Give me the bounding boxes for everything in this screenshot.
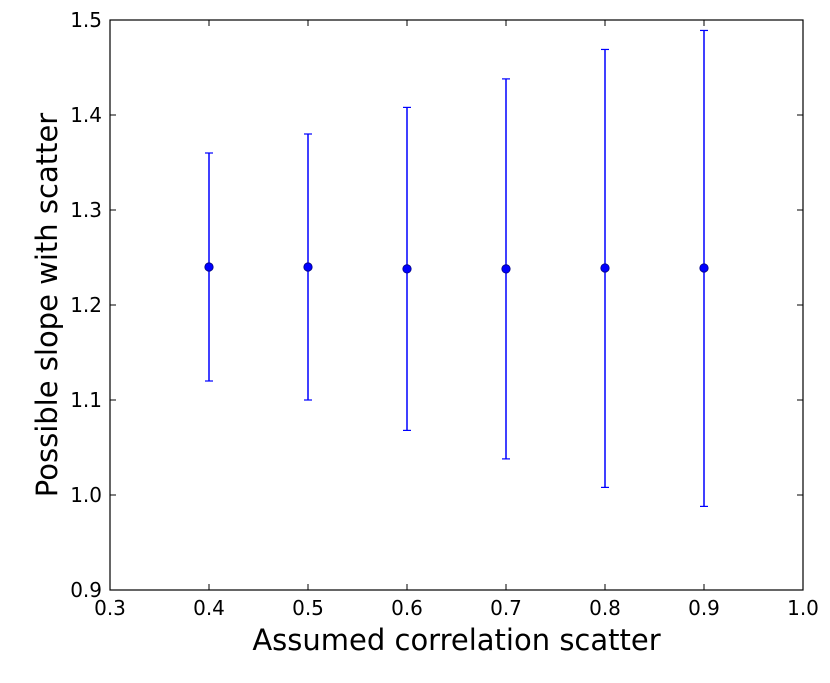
data-point [402,264,412,274]
x-tick-label: 0.8 [589,596,621,620]
y-tick-label: 1.5 [70,8,102,32]
data-point [699,263,709,273]
y-axis-label: Possible slope with scatter [30,113,64,498]
y-tick-label: 1.1 [70,388,102,412]
data-point [303,262,313,272]
x-tick-label: 0.4 [193,596,225,620]
data-marks [204,29,709,507]
data-point [204,262,214,272]
y-tick-label: 1.4 [70,103,102,127]
y-tick-label: 0.9 [70,578,102,602]
x-tick-label: 0.9 [688,596,720,620]
y-tick-label: 1.2 [70,293,102,317]
x-tick-label: 0.3 [94,596,126,620]
x-tick-label: 0.5 [292,596,324,620]
data-point [501,264,511,274]
y-tick-label: 1.3 [70,198,102,222]
x-tick-label: 0.6 [391,596,423,620]
x-tick-label: 1.0 [787,596,819,620]
x-axis-label: Assumed correlation scatter [252,623,660,657]
x-tick-label: 0.7 [490,596,522,620]
data-point [600,263,610,273]
axis-ticks: 0.3 0.4 0.5 0.6 0.7 0.8 0.9 1.0 0.9 1.0 1.1 1.2 1.3 1… [70,8,819,620]
y-tick-label: 1.0 [70,483,102,507]
plot-frame [109,19,804,591]
